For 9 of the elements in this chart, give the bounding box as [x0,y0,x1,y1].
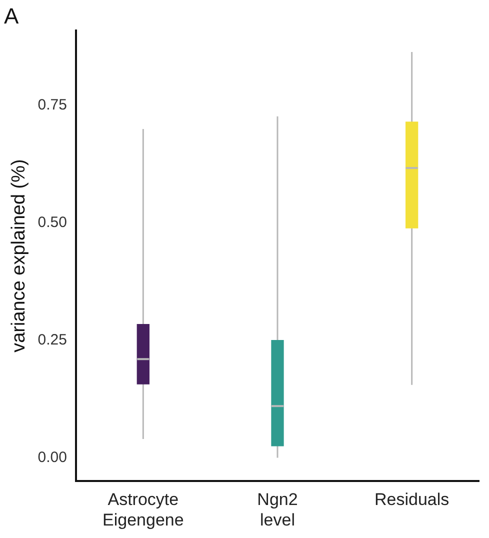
y-tick-label: 0.25 [38,331,67,348]
x-tick-label: Residuals [374,490,450,510]
y-tick-label: 0.50 [38,214,67,232]
y-tick-label: 0.75 [38,96,67,114]
x-tick-label: Astrocyte Eigengene [102,490,184,530]
x-tick-label: Ngn2 level [257,490,298,530]
y-axis-title: variance explained (%) [8,159,30,352]
chart-title: A [4,3,19,28]
y-tick-label: 0.00 [38,448,67,466]
